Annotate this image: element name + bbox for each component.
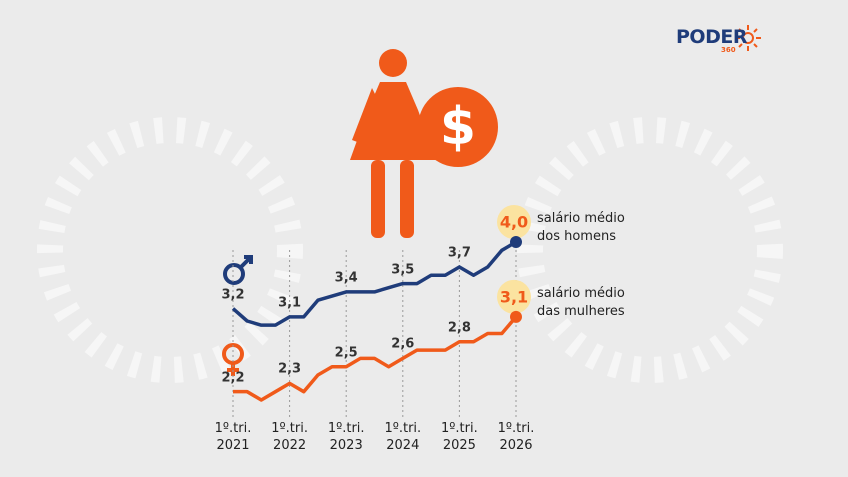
dollar-sign: $	[440, 97, 476, 157]
value-label: 2,3	[278, 361, 302, 377]
coin-icon	[418, 87, 498, 167]
legend-label: salário médio dos homens	[537, 211, 625, 244]
x-tick-label: 1º.tri. 2026	[497, 421, 535, 453]
end-point	[510, 236, 522, 248]
x-tick-label: 1º.tri. 2021	[214, 421, 252, 453]
highlight	[497, 279, 531, 314]
value-label: 3,7	[447, 245, 471, 261]
x-tick-label: 1º.tri. 2025	[441, 421, 478, 453]
highlight	[497, 205, 531, 239]
value-label: 2,2	[221, 370, 245, 386]
legend-label: salário médio das mulheres	[537, 285, 625, 319]
value-label: 2,6	[391, 336, 415, 352]
woman-icon	[350, 49, 436, 238]
value-label: 3,1	[278, 295, 302, 311]
value-label: 2,5	[334, 345, 358, 361]
value-label: 4,0	[499, 212, 529, 232]
logo-sun	[735, 25, 761, 51]
x-tick-label: 1º.tri. 2023	[327, 421, 365, 453]
male-symbol	[223, 255, 253, 285]
value-label: 3,4	[334, 270, 358, 286]
value-label: 2,8	[447, 320, 471, 336]
value-label: 3,2	[221, 287, 245, 303]
series-line	[233, 315, 518, 402]
value-label: 3,1	[499, 287, 529, 307]
logo-sub: 360	[721, 46, 736, 54]
series-line	[231, 240, 517, 327]
end-point	[510, 310, 522, 323]
value-label: 3,5	[391, 262, 415, 278]
x-tick-label: 1º.tri. 2022	[271, 421, 308, 453]
logo: PODER	[676, 26, 747, 48]
x-tick-label: 1º.tri. 2024	[384, 421, 422, 453]
